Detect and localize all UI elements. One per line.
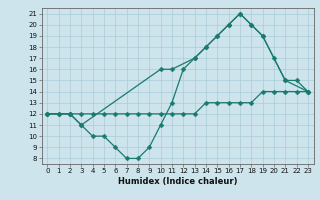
- X-axis label: Humidex (Indice chaleur): Humidex (Indice chaleur): [118, 177, 237, 186]
